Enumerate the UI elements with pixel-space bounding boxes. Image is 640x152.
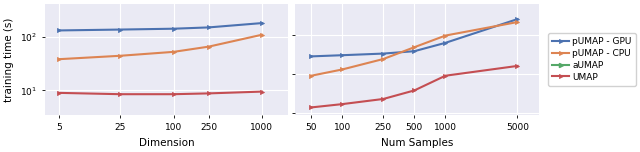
- X-axis label: Dimension: Dimension: [139, 138, 195, 148]
- Legend: pUMAP - GPU, pUMAP - CPU, aUMAP, UMAP: pUMAP - GPU, pUMAP - CPU, aUMAP, UMAP: [548, 33, 636, 86]
- Y-axis label: training time (s): training time (s): [4, 17, 14, 102]
- X-axis label: Num Samples: Num Samples: [381, 138, 453, 148]
